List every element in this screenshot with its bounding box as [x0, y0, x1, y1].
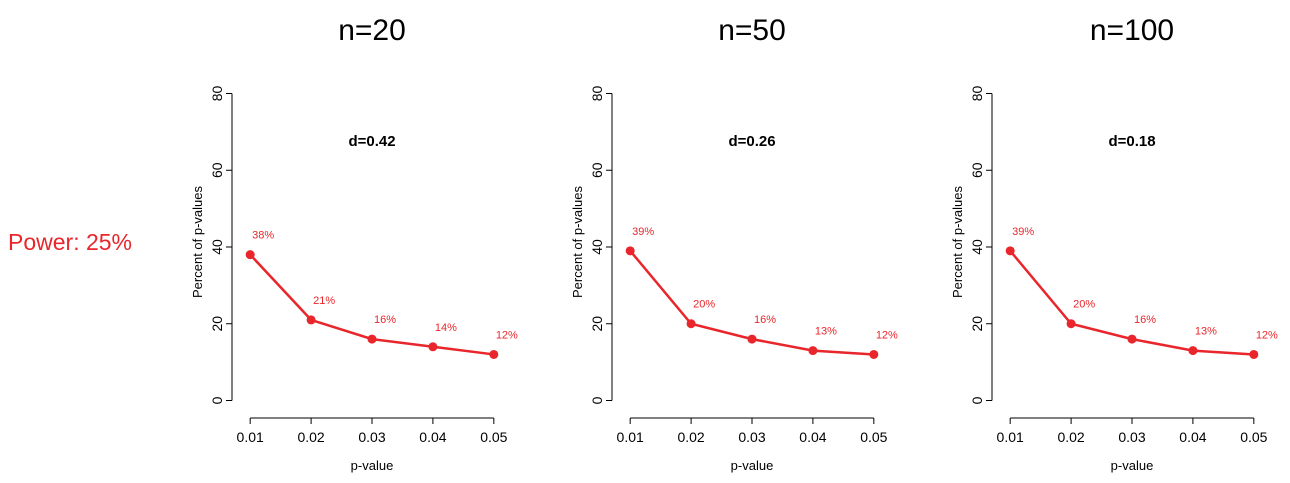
data-label: 16%: [754, 314, 776, 326]
y-tick-label: 60: [969, 162, 985, 178]
data-point: [1005, 246, 1015, 256]
data-point: [808, 346, 818, 356]
data-point: [686, 319, 696, 329]
y-tick-label: 0: [209, 396, 225, 404]
x-tick-label: 0.04: [799, 429, 826, 445]
data-label: 16%: [374, 314, 396, 326]
x-tick-label: 0.01: [617, 429, 644, 445]
data-point: [747, 334, 757, 344]
y-tick-label: 80: [969, 86, 985, 102]
x-tick-label: 0.01: [237, 429, 264, 445]
data-point: [1249, 349, 1259, 359]
data-point: [245, 250, 255, 260]
x-tick-label: 0.01: [997, 429, 1024, 445]
data-label: 12%: [1256, 329, 1278, 341]
effect-size-annotation: d=0.18: [1108, 133, 1155, 150]
x-tick-label: 0.05: [480, 429, 507, 445]
x-tick-label: 0.03: [1118, 429, 1145, 445]
x-tick-label: 0.02: [1057, 429, 1084, 445]
data-point: [1066, 319, 1076, 329]
data-label: 20%: [693, 299, 715, 311]
data-point: [306, 315, 316, 325]
data-label: 12%: [876, 329, 898, 341]
x-tick-label: 0.02: [297, 429, 324, 445]
x-tick-label: 0.02: [677, 429, 704, 445]
x-tick-label: 0.03: [358, 429, 385, 445]
data-label: 13%: [1195, 326, 1217, 338]
chart-n100: n=100 d=0.18 0 20 40 60 80 Percent of p-values 0…: [950, 14, 1278, 473]
data-label: 12%: [496, 329, 518, 341]
x-tick-label: 0.03: [738, 429, 765, 445]
data-label: 39%: [1012, 226, 1034, 238]
data-label: 39%: [632, 226, 654, 238]
y-tick-label: 40: [969, 239, 985, 255]
y-tick-label: 60: [209, 162, 225, 178]
data-point: [1188, 346, 1198, 356]
data-label: 16%: [1134, 314, 1156, 326]
data-label: 13%: [815, 326, 837, 338]
y-tick-label: 20: [209, 316, 225, 332]
x-tick-label: 0.04: [419, 429, 446, 445]
y-tick-label: 60: [589, 162, 605, 178]
y-tick-label: 40: [209, 239, 225, 255]
x-tick-label: 0.05: [860, 429, 887, 445]
data-label: 14%: [435, 322, 457, 334]
y-tick-label: 0: [589, 396, 605, 404]
effect-size-annotation: d=0.42: [348, 133, 395, 150]
data-label: 38%: [252, 230, 274, 242]
y-tick-label: 40: [589, 239, 605, 255]
chart-title: n=20: [338, 14, 406, 47]
data-point: [489, 349, 499, 359]
y-tick-label: 80: [209, 86, 225, 102]
x-tick-label: 0.04: [1179, 429, 1206, 445]
data-point: [869, 349, 879, 359]
chart-n20: n=20 d=0.42 0 20 40 60 80 Percent of p-values 0.…: [190, 14, 518, 473]
x-axis-label: p-value: [731, 458, 774, 473]
y-tick-label: 20: [969, 316, 985, 332]
data-point: [367, 334, 377, 344]
y-tick-label: 0: [969, 396, 985, 404]
chart-title: n=50: [718, 14, 786, 47]
y-axis-label: Percent of p-values: [190, 186, 205, 299]
data-point: [1127, 334, 1137, 344]
data-label: 20%: [1073, 299, 1095, 311]
y-tick-label: 80: [589, 86, 605, 102]
y-axis-label: Percent of p-values: [950, 186, 965, 299]
y-axis-label: Percent of p-values: [570, 186, 585, 299]
power-label: Power: 25%: [8, 229, 133, 255]
effect-size-annotation: d=0.26: [728, 133, 775, 150]
x-tick-label: 0.05: [1240, 429, 1267, 445]
data-point: [428, 342, 438, 352]
chart-n50: n=50 d=0.26 0 20 40 60 80 Percent of p-values 0.…: [570, 14, 898, 473]
chart-title: n=100: [1090, 14, 1174, 47]
data-point: [625, 246, 635, 256]
data-label: 21%: [313, 295, 335, 307]
y-tick-label: 20: [589, 316, 605, 332]
x-axis-label: p-value: [351, 458, 394, 473]
x-axis-label: p-value: [1111, 458, 1154, 473]
